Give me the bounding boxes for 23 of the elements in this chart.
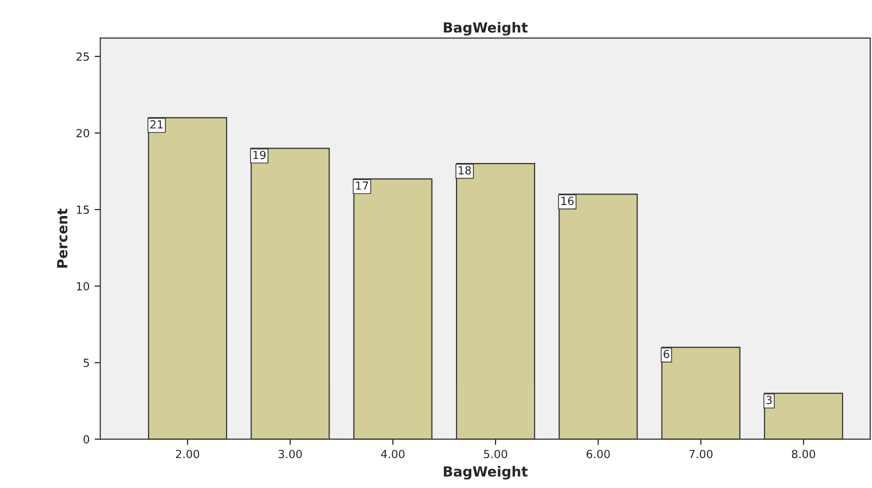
data-label: 21 xyxy=(150,120,163,128)
x-tick-label: 8.00 xyxy=(792,450,816,458)
x-tick-label: 2.00 xyxy=(176,450,200,458)
y-tick-label: 15 xyxy=(76,206,89,214)
y-tick-label: 10 xyxy=(76,282,90,290)
data-label: 17 xyxy=(356,182,368,190)
y-tick-label: 25 xyxy=(76,52,89,61)
y-tick-label: 0 xyxy=(84,435,90,444)
data-label: 3 xyxy=(766,396,772,404)
chart-title: BagWeight xyxy=(444,22,528,36)
data-label: 6 xyxy=(664,350,670,358)
x-axis-title: BagWeight xyxy=(444,466,528,480)
x-tick-label: 3.00 xyxy=(278,450,302,458)
x-tick-label: 5.00 xyxy=(484,450,508,458)
x-tick-label: 4.00 xyxy=(381,450,405,458)
data-label: 18 xyxy=(458,166,471,175)
y-axis-title: Percent xyxy=(57,208,68,268)
x-tick-label: 6.00 xyxy=(586,450,610,458)
data-label: 16 xyxy=(561,196,574,206)
x-tick-label: 7.00 xyxy=(689,450,712,458)
y-tick-label: 20 xyxy=(76,128,90,138)
y-tick-label: 5 xyxy=(84,358,89,368)
data-label: 19 xyxy=(253,150,266,160)
